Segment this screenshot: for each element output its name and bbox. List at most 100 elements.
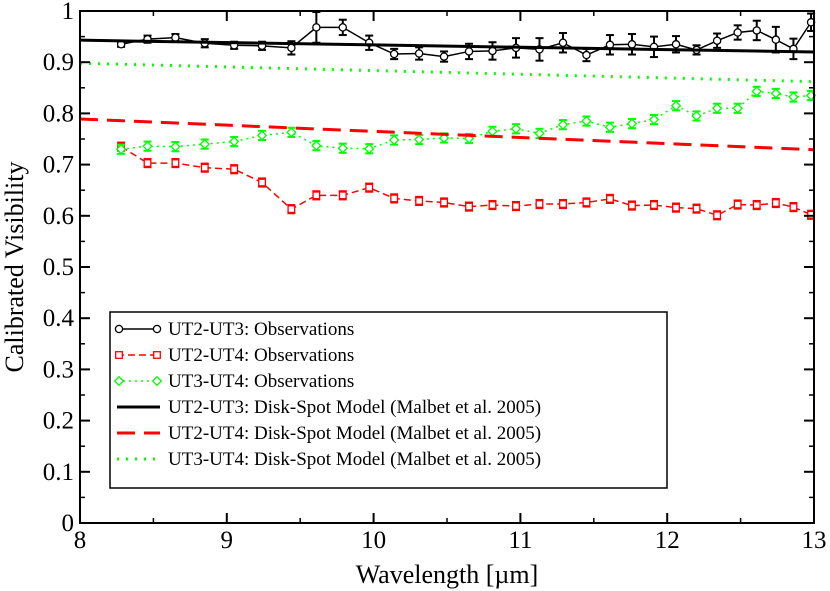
data-point [713,211,722,220]
data-point [414,49,424,58]
series-5 [79,117,815,152]
legend-marker [152,324,162,334]
x-tick-label: 9 [221,527,234,554]
legend: UT2-UT3: Observations UT2-UT4: Observati… [109,311,668,489]
data-point [256,130,268,141]
legend-marker [114,324,124,334]
data-point [465,202,473,211]
data-point [627,40,637,49]
data-point [770,88,782,99]
data-point [438,132,450,144]
data-point [557,119,569,130]
y-tick-label: 0.7 [43,152,74,179]
data-point [413,134,425,145]
legend-marker [113,375,125,387]
data-point [258,178,266,187]
data-point [512,202,520,211]
data-point [771,35,781,44]
data-point [389,49,399,59]
data-point [200,163,209,172]
legend-marker [115,351,123,359]
data-point [338,191,347,200]
legend-label-ut34-model: UT3-UT4: Disk-Spot Model (Malbet et al. … [168,449,541,470]
legend-label-ut23-model: UT2-UT3: Disk-Spot Model (Malbet et al. … [168,397,541,418]
x-tick-label: 10 [361,527,386,554]
data-point [363,143,375,154]
data-point [789,203,798,212]
legend-label-ut23-obs: UT2-UT3: Observations [168,319,354,340]
legend-marker [153,351,161,359]
data-point [286,127,297,138]
data-point [752,201,761,209]
data-point [733,200,742,209]
ticks-layer: 8 9 10 11 12 13 0 0.1 0.2 0.3 0.4 0.5 0.6 0.7 0.8 0.9 1 [43,0,827,554]
y-axis-label: Calibrated Visibility [0,162,29,373]
legend-samples [113,324,163,461]
series-4 [79,38,815,54]
data-point [388,134,400,146]
data-point [605,194,614,203]
data-point [390,194,399,203]
data-point [692,204,701,213]
data-point [732,103,743,114]
data-point [626,118,638,129]
x-tick-label: 8 [74,527,87,554]
model-line [79,117,815,152]
data-point [312,191,321,200]
x-tick-label: 13 [802,527,827,554]
data-point [171,33,180,42]
data-point [510,123,522,134]
data-point [415,197,424,205]
data-point [464,47,474,56]
data-point [771,199,780,207]
data-point [604,122,616,133]
data-point [311,140,322,151]
y-tick-label: 0.8 [43,100,74,127]
data-point [199,138,210,150]
data-point [142,140,153,152]
legend-label-ut24-obs: UT2-UT4: Observations [168,345,354,366]
model-line [79,38,815,54]
y-tick-label: 0.6 [43,203,74,230]
data-point [582,50,591,60]
data-point [115,144,127,155]
data-point [558,38,568,47]
legend-box [109,311,668,489]
data-point [712,36,722,45]
data-point [650,201,658,209]
data-point [171,159,180,168]
data-point [230,165,239,174]
x-tick-label: 12 [655,527,680,554]
data-point [733,28,742,37]
data-point [143,159,152,168]
data-point [337,142,348,154]
data-point [628,201,636,210]
data-point [670,100,682,111]
data-point [287,205,296,214]
y-tick-label: 0.1 [43,459,74,486]
data-point [312,23,321,32]
data-point [671,40,681,49]
x-tick-label: 11 [508,527,532,554]
data-point [559,200,567,208]
data-point [287,43,296,53]
data-point [582,198,591,207]
data-point [463,133,475,144]
legend-marker [151,375,163,387]
data-point [228,136,240,147]
data-point [488,201,497,209]
data-point [752,26,761,35]
data-point [439,52,449,61]
legend-label-ut24-model: UT2-UT4: Disk-Spot Model (Malbet et al. … [168,423,541,444]
data-point [648,114,660,125]
data-point [581,115,592,127]
data-point [440,198,449,207]
y-tick-label: 0.4 [43,305,75,332]
series-3 [115,85,817,155]
data-point [365,183,374,192]
data-point [691,110,702,122]
x-axis-label: Wavelength [µm] [356,560,539,589]
data-point [338,23,348,32]
